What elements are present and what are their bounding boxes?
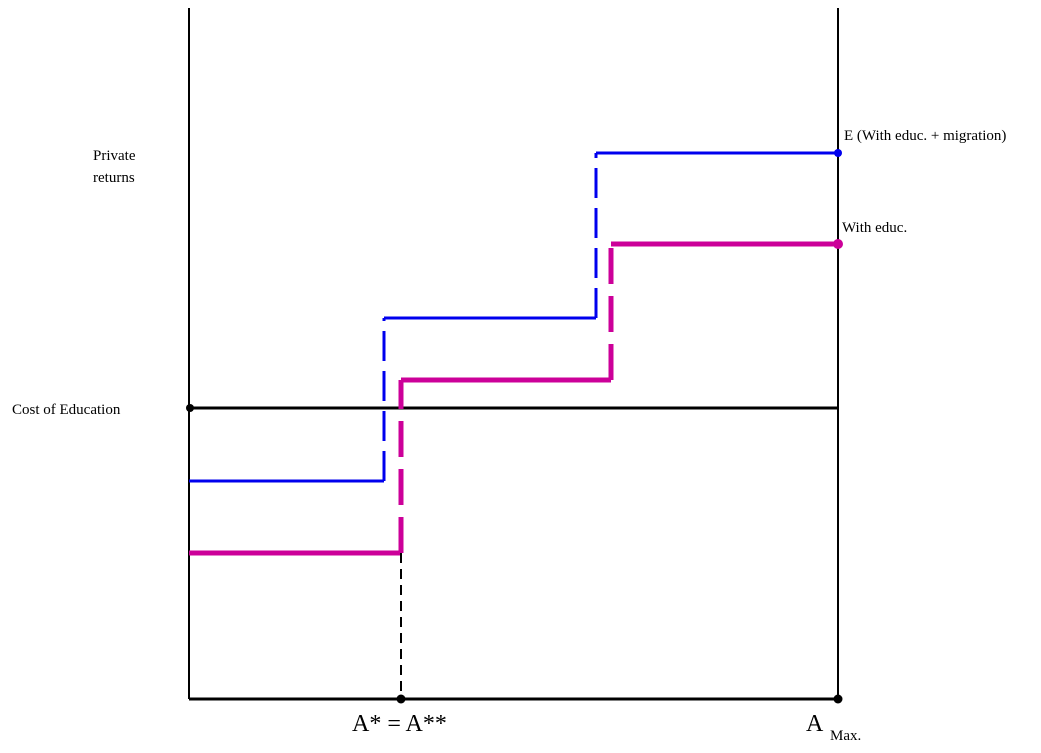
magenta-step-curve: [189, 239, 843, 556]
y-label-line1: Private: [93, 148, 136, 164]
x-label-astar: A* = A**: [352, 711, 447, 737]
cost-of-education-dot: [186, 404, 194, 412]
magenta-curve-label: With educ.: [842, 220, 907, 236]
x-label-amax: A: [806, 711, 824, 737]
y-label-line2: returns: [93, 170, 135, 186]
cost-of-education-label: Cost of Education: [12, 402, 121, 418]
astar-axis-dot: [396, 694, 406, 704]
magenta-endpoint-dot: [833, 239, 843, 249]
x-label-amax-subscript: Max.: [830, 728, 861, 744]
amax-axis-dot: [833, 694, 843, 704]
blue-curve-label: E (With educ. + migration): [844, 128, 1006, 144]
blue-step-curve: [189, 149, 842, 483]
blue-endpoint-dot: [834, 149, 842, 157]
